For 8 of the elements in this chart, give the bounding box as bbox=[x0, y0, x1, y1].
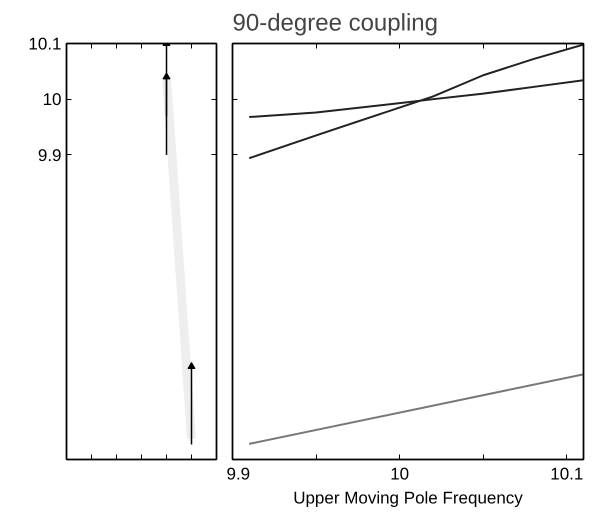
y-tick-label: 10 bbox=[42, 90, 62, 110]
y-tick-label: 10.1 bbox=[28, 34, 62, 54]
x-axis-title: Upper Moving Pole Frequency bbox=[293, 488, 524, 508]
x-tick-label: 10.1 bbox=[550, 464, 584, 484]
x-tick-label: 10 bbox=[390, 464, 410, 484]
chart-title: 90-degree coupling bbox=[232, 10, 438, 36]
x-tick-label: 9.9 bbox=[226, 464, 250, 484]
y-tick-label: 9.9 bbox=[38, 146, 62, 165]
